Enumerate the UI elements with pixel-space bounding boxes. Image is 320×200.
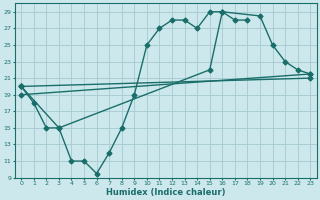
X-axis label: Humidex (Indice chaleur): Humidex (Indice chaleur) (106, 188, 226, 197)
